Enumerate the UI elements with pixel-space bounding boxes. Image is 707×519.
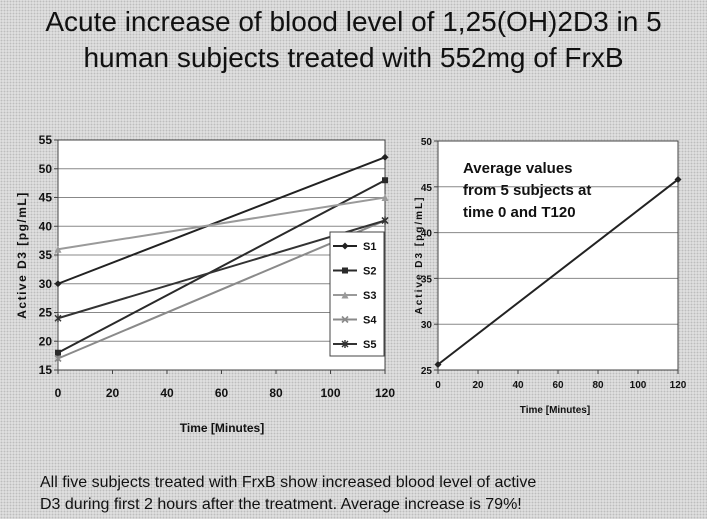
- right-y-tick-label: 30: [421, 320, 433, 331]
- left-legend: S1 S2 S3 S4 S5: [329, 231, 385, 357]
- legend-marker-s3: [341, 291, 349, 299]
- left-x-tick-label: 40: [160, 386, 174, 400]
- slide-caption: All five subjects treated with FrxB show…: [40, 472, 680, 516]
- legend-label-s4: S4: [363, 315, 377, 327]
- left-x-axis-label: Time [Minutes]: [180, 421, 264, 435]
- legend-label-s3: S3: [363, 290, 376, 302]
- caption-line-1: All five subjects treated with FrxB show…: [40, 474, 537, 491]
- right-annotation-line-3: time 0 and T120: [463, 204, 576, 221]
- left-x-tick-label: 120: [375, 386, 395, 400]
- left-point-s5: [381, 216, 389, 225]
- left-y-tick-label: 35: [39, 248, 53, 262]
- right-x-tick-label: 80: [592, 380, 604, 391]
- right-x-tick-label: 120: [670, 380, 687, 391]
- legend-marker-s4: [341, 315, 349, 324]
- left-y-tick-label: 20: [39, 334, 53, 348]
- right-x-axis-label: Time [Minutes]: [520, 405, 590, 416]
- left-x-tick-label: 0: [55, 386, 62, 400]
- left-series-line-s3: [57, 196, 386, 251]
- left-x-tick-label: 100: [320, 386, 340, 400]
- left-y-axis-label: Active D3 [pg/mL]: [15, 191, 29, 319]
- title-line-2: human subjects treated with 552mg of Frx…: [83, 42, 624, 73]
- left-y-tick-label: 45: [39, 191, 53, 205]
- right-annotation-line-1: Average values: [463, 160, 573, 177]
- right-y-tick-label: 40: [421, 229, 433, 240]
- left-y-tick-label: 40: [39, 219, 53, 233]
- right-plot-area: [438, 141, 678, 370]
- left-chart: 15 20 25 30 35 40 45 50 55 0 20 40 60 80 100 120 Time …: [15, 133, 395, 435]
- right-x-tick-label: 20: [472, 380, 484, 391]
- left-x-tick-label: 60: [215, 386, 229, 400]
- right-y-axis-label: Active D3 [pg/mL]: [414, 195, 425, 314]
- left-x-ticks: 0 20 40 60 80 100 120: [55, 370, 395, 400]
- left-y-tick-label: 55: [39, 133, 53, 147]
- right-point-average: [434, 361, 442, 369]
- right-y-tick-label: 25: [421, 366, 433, 377]
- right-y-tick-label: 50: [421, 137, 433, 148]
- left-series-line-s2: [57, 179, 386, 354]
- right-x-tick-label: 40: [512, 380, 524, 391]
- right-y-tick-label: 35: [421, 274, 433, 285]
- right-grid: [438, 186, 678, 325]
- right-annotation-line-2: from 5 subjects at: [463, 182, 591, 199]
- left-y-tick-label: 30: [39, 277, 53, 291]
- legend-label-s2: S2: [363, 266, 376, 278]
- left-point-s1: [54, 280, 62, 288]
- left-point-s4: [54, 354, 62, 363]
- right-x-tick-label: 100: [630, 380, 647, 391]
- caption-line-2: D3 during first 2 hours after the treatm…: [40, 496, 522, 513]
- left-series-line-s1: [57, 156, 386, 285]
- left-y-tick-label: 50: [39, 162, 53, 176]
- legend-marker-s1: [341, 242, 349, 250]
- right-series-line-average: [437, 178, 679, 366]
- left-y-tick-label: 25: [39, 306, 53, 320]
- right-series: [434, 175, 682, 369]
- left-x-tick-label: 80: [269, 386, 283, 400]
- right-x-tick-label: 60: [552, 380, 564, 391]
- left-point-s2: [55, 349, 61, 356]
- left-point-s2: [382, 177, 388, 184]
- title-line-1: Acute increase of blood level of 1,25(OH…: [45, 6, 662, 37]
- left-x-tick-label: 20: [106, 386, 120, 400]
- right-x-ticks: 0 20 40 60 80 100 120: [435, 370, 687, 391]
- legend-label-s5: S5: [363, 339, 376, 351]
- right-x-tick-label: 0: [435, 380, 441, 391]
- left-point-s1: [381, 153, 389, 161]
- right-y-tick-label: 45: [421, 183, 433, 194]
- legend-marker-s2: [342, 267, 348, 274]
- right-y-ticks: 25 30 35 40 45 50: [421, 137, 438, 377]
- slide-title: Acute increase of blood level of 1,25(OH…: [0, 4, 707, 76]
- left-y-ticks: 15 20 25 30 35 40 45 50 55: [39, 133, 58, 377]
- left-point-s3: [54, 245, 62, 253]
- left-point-s5: [54, 314, 62, 323]
- right-point-average: [674, 175, 682, 183]
- legend-label-s1: S1: [363, 241, 376, 253]
- right-chart: 25 30 35 40 45 50 0 20 40 60 80 100 120 Average val…: [414, 137, 687, 416]
- left-y-tick-label: 15: [39, 363, 53, 377]
- left-point-s3: [381, 194, 389, 201]
- legend-marker-s5: [341, 340, 349, 348]
